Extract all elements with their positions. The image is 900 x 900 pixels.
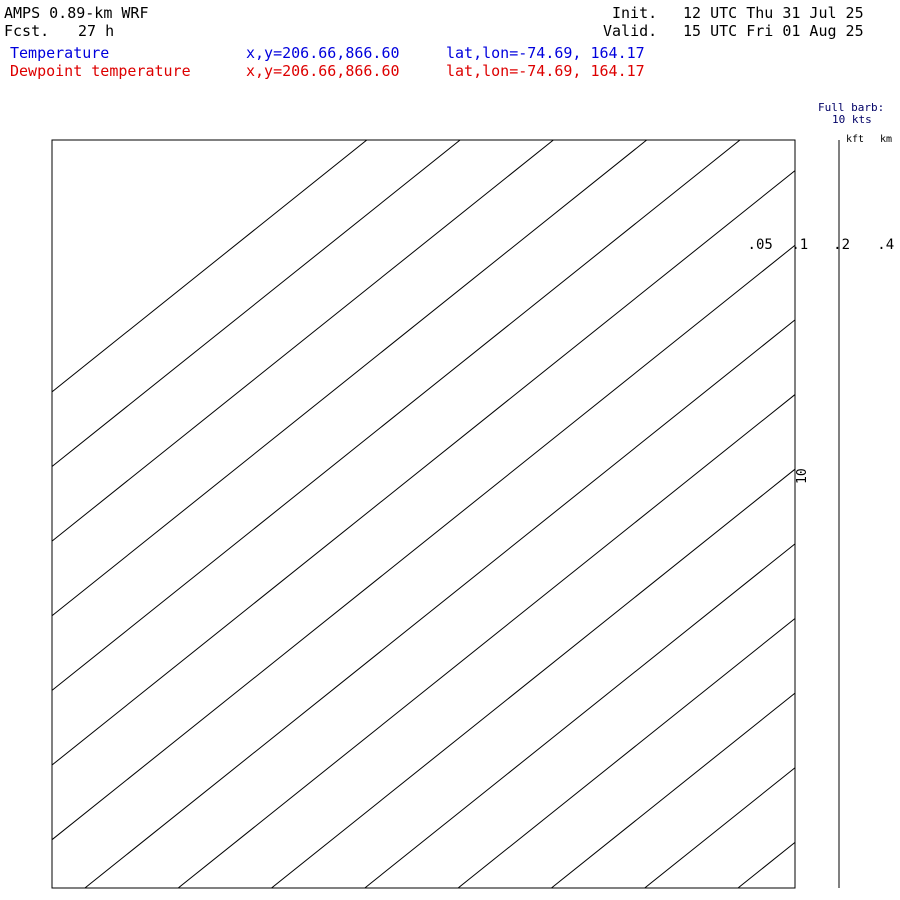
wind-scale-number: 10 <box>795 468 810 484</box>
valid-label: Valid. <box>603 22 658 40</box>
mixing-ratio-label: .4 <box>877 237 894 253</box>
isotherm-line <box>52 169 795 766</box>
isotherm-line <box>52 140 461 468</box>
kft-unit-label: kft <box>846 134 865 145</box>
mixing-ratio-label: .05 <box>748 237 773 253</box>
isotherm-line <box>271 468 795 888</box>
forecast-hours: 27 h <box>78 22 115 40</box>
isotherm-line <box>52 140 741 692</box>
isotherm-line <box>52 244 795 841</box>
mixing-ratio-label: .1 <box>791 237 808 253</box>
legend-dewpoint-xy: x,y=206.66,866.60 <box>246 62 400 80</box>
init-time: 12 UTC Thu 31 Jul 25 <box>683 4 864 22</box>
wind-barb-panel: 864202.1.0. <box>838 140 840 888</box>
isotherm-line <box>457 617 795 888</box>
legend-dewpoint-latlon: lat,lon=-74.69, 164.17 <box>446 62 645 80</box>
legend-dewpoint-name: Dewpoint temperature <box>10 62 191 80</box>
model-title: AMPS 0.89-km WRF <box>4 4 149 22</box>
plot-frame <box>51 139 796 889</box>
barb-legend-line2: 10 kts <box>832 113 872 126</box>
forecast-label: Fcst. <box>4 22 50 40</box>
isotherm-line <box>551 692 795 888</box>
isotherm-line <box>52 140 368 393</box>
legend-temperature-xy: x,y=206.66,866.60 <box>246 44 400 62</box>
init-label: Init. <box>612 4 658 22</box>
barb-legend-line1: Full barb: <box>818 101 885 114</box>
isotherm-line <box>52 140 554 542</box>
isotherm-line <box>52 140 648 617</box>
isotherm-line <box>364 543 795 888</box>
legend-temperature-name: Temperature <box>10 44 110 62</box>
legend-temperature-latlon: lat,lon=-74.69, 164.17 <box>446 44 645 62</box>
km-unit-label: km <box>880 134 893 145</box>
isotherm-line <box>177 393 795 888</box>
axis-labels: .05.1.2.4123467008009001000-70-60-50-40-… <box>748 237 895 253</box>
mixing-ratio-label: .2 <box>833 237 850 253</box>
isotherm-line <box>84 319 795 888</box>
valid-time: 15 UTC Fri 01 Aug 25 <box>683 22 864 40</box>
